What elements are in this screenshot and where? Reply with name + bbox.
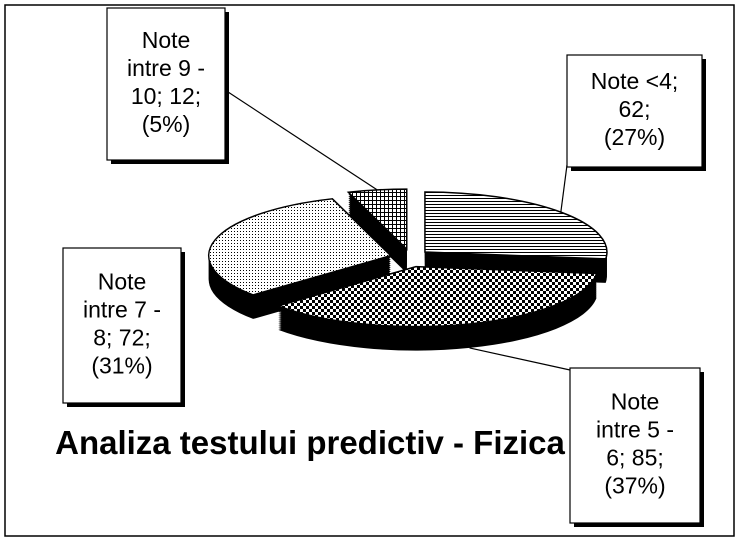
data-label: 62; <box>619 96 651 122</box>
data-label: Note <box>611 389 660 415</box>
label-box <box>566 54 703 168</box>
data-label: Note <4; <box>591 68 679 94</box>
pie-slice <box>275 265 598 328</box>
leader-line <box>560 164 568 213</box>
data-label: (37%) <box>604 473 665 499</box>
data-label: (27%) <box>604 124 665 150</box>
data-label: Note <box>142 27 191 53</box>
data-label: 10; 12; <box>131 83 201 109</box>
data-label: 6; 85; <box>606 445 664 471</box>
leader-line <box>224 89 378 191</box>
label-box <box>569 367 701 524</box>
label-box <box>62 247 182 404</box>
data-label: Note <box>98 269 147 295</box>
leader-line <box>469 347 571 371</box>
data-label: intre 7 - <box>83 297 161 323</box>
data-label: 8; 72; <box>93 325 151 351</box>
data-label: intre 9 - <box>127 55 205 81</box>
data-label: (31%) <box>91 353 152 379</box>
data-label: intre 5 - <box>596 417 674 443</box>
label-box <box>106 7 226 161</box>
chart-title: Analiza testului predictiv - Fizica <box>55 424 565 461</box>
data-label: (5%) <box>142 111 191 137</box>
pie-slice <box>207 198 393 296</box>
